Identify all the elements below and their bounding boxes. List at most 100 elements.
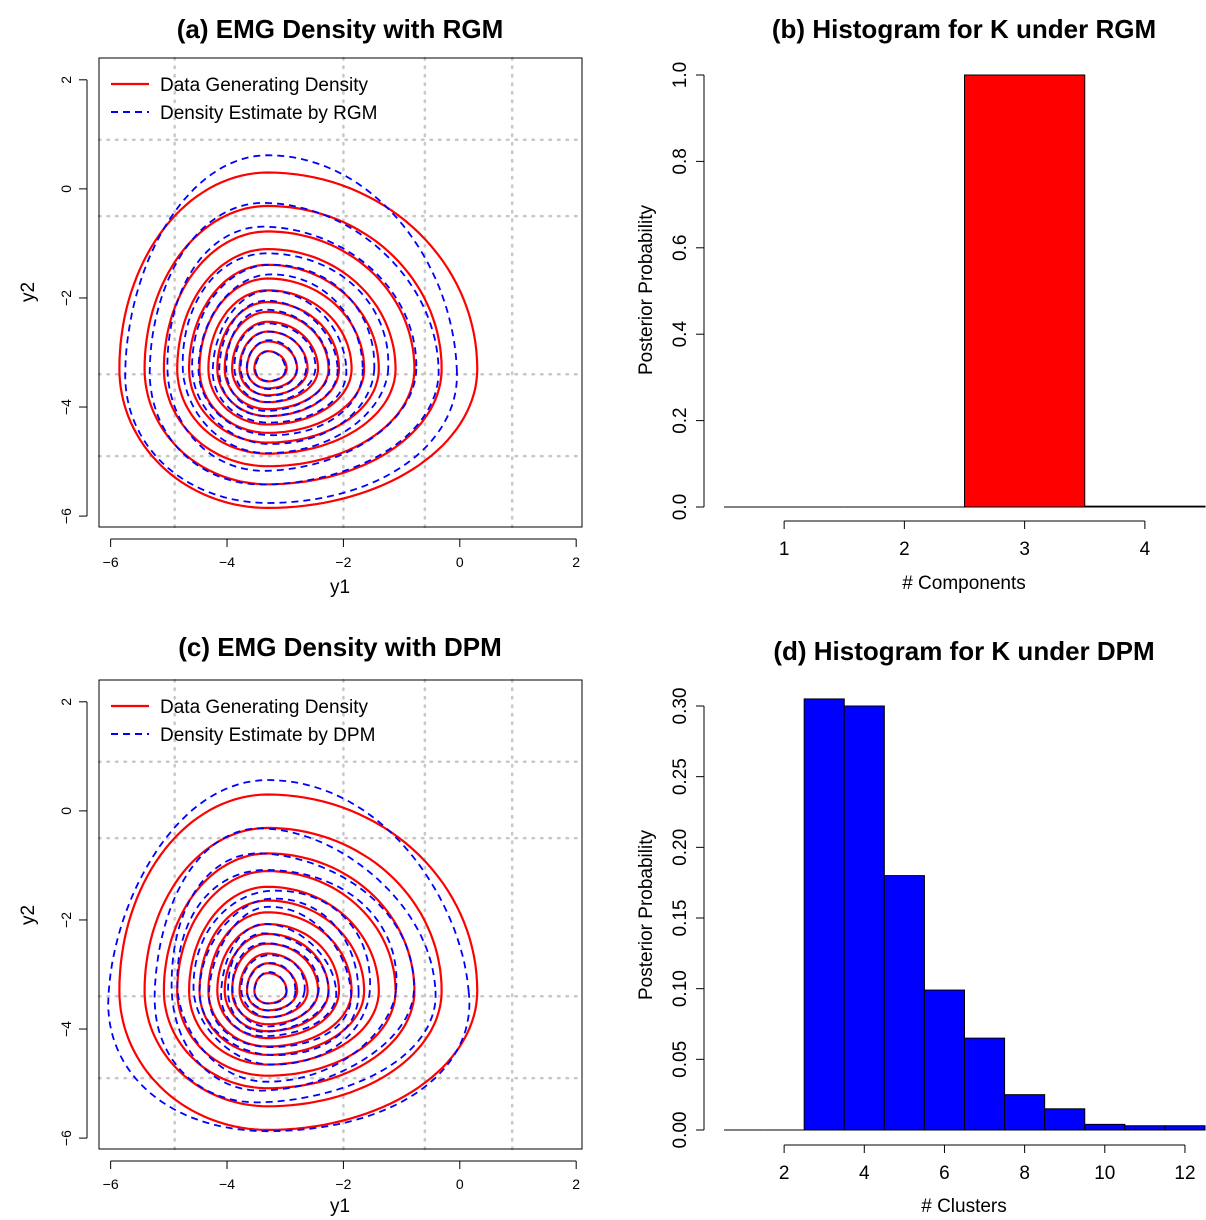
x-tick-label: 2: [572, 554, 580, 570]
panel-b-title: (b) Histogram for K under RGM: [772, 14, 1156, 44]
y-tick-label: −4: [58, 399, 74, 415]
y-tick-label: 0.2: [670, 407, 691, 433]
x-tick-label: −2: [335, 1176, 351, 1192]
histogram-bar: [1004, 1094, 1046, 1131]
x-tick-label: 8: [1019, 1163, 1030, 1184]
x-tick-label: 0: [456, 554, 464, 570]
estimate-density-contour: [231, 942, 320, 1028]
y-tick-label: 0.0: [670, 494, 691, 520]
estimate-density-contour: [197, 273, 364, 437]
legend-label-true-density: Data Generating Density: [160, 697, 369, 718]
true-density-contour: [230, 320, 320, 404]
y-tick-label: 0: [58, 807, 74, 815]
estimate-density-contour: [240, 954, 306, 1019]
histogram-bar: [1124, 1125, 1166, 1131]
y-tick-label: 0.6: [670, 235, 691, 261]
panel-d-title: (d) Histogram for K under DPM: [773, 636, 1154, 666]
histogram-bar: [964, 1037, 1006, 1131]
y-tick-label: 0.05: [670, 1041, 691, 1078]
y-tick-label: 0.8: [670, 148, 691, 174]
y-tick-label: −6: [58, 508, 74, 524]
y-tick-label: 2: [58, 698, 74, 706]
legend-label-true-density: Data Generating Density: [160, 75, 369, 96]
panel-c-title: (c) EMG Density with DPM: [178, 632, 502, 662]
y-tick-label: 0.15: [670, 900, 691, 937]
histogram-bar: [964, 74, 1086, 508]
panel-b-histogram: (b) Histogram for K under RGM # Componen…: [636, 14, 1206, 594]
true-density-contour: [143, 204, 443, 486]
panel-a-x-axis-label: y1: [330, 577, 350, 598]
panel-c-x-axis-label: y1: [330, 1196, 350, 1217]
true-density-contour: [216, 922, 341, 1040]
true-density-contour: [176, 247, 397, 455]
panel-d-x-axis-label: # Clusters: [921, 1196, 1007, 1217]
x-tick-label: 3: [1019, 539, 1030, 560]
y-tick-label: −2: [58, 290, 74, 306]
estimate-density-contour: [153, 827, 437, 1104]
estimate-density-contour: [176, 869, 398, 1083]
x-tick-label: 0: [456, 1176, 464, 1192]
panel-c-y-axis-label: y2: [18, 905, 39, 925]
estimate-density-contour: [191, 263, 376, 445]
histogram-bar: [843, 705, 885, 1131]
estimate-density-contour: [246, 962, 297, 1012]
x-tick-label: 2: [572, 1176, 580, 1192]
true-density-contour: [223, 932, 330, 1033]
x-tick-label: 4: [859, 1163, 870, 1184]
panel-b-y-axis-label: Posterior Probability: [636, 204, 657, 375]
true-density-contour: [253, 350, 288, 383]
panel-c-contour-plot: (c) EMG Density with DPM y1 y2 −6 −4 −2 0 2 −…: [18, 632, 584, 1217]
y-tick-label: −4: [58, 1021, 74, 1037]
estimate-density-contour: [198, 897, 360, 1056]
estimate-density-contour: [225, 308, 331, 412]
true-density-contour: [216, 300, 341, 418]
panel-a-title: (a) EMG Density with RGM: [177, 14, 503, 44]
x-tick-label: 2: [899, 539, 910, 560]
estimate-density-contour: [181, 252, 390, 454]
panel-b-x-axis-label: # Components: [902, 573, 1026, 594]
panel-a-contour-plot: (a) EMG Density with RGM y1 y2 −6 −4 −2 0 2 −…: [18, 14, 584, 598]
estimate-density-contour: [107, 779, 471, 1133]
estimate-density-contour: [124, 154, 458, 504]
estimate-density-contour: [218, 299, 339, 417]
plot-frame: [98, 679, 583, 1150]
true-density-contour: [176, 869, 397, 1077]
estimate-density-contour: [253, 971, 288, 1005]
true-density-contour: [162, 852, 416, 1090]
estimate-density-contour: [192, 889, 372, 1066]
histogram-bar: [923, 989, 966, 1131]
histogram-bar: [1164, 1125, 1206, 1131]
histogram-bar: [1084, 1123, 1126, 1131]
legend-label-estimate: Density Estimate by DPM: [160, 725, 375, 746]
estimate-density-contour: [220, 922, 338, 1038]
x-tick-label: −4: [219, 554, 235, 570]
panel-a-y-axis-label: y2: [18, 282, 39, 302]
panel-d-histogram: (d) Histogram for K under DPM # Clusters…: [636, 636, 1206, 1217]
estimate-density-contour: [254, 350, 287, 382]
x-tick-label: 1: [779, 539, 790, 560]
estimate-density-contour: [227, 932, 330, 1033]
estimate-density-contour: [245, 339, 298, 390]
x-tick-label: 6: [939, 1163, 950, 1184]
estimate-density-contour: [208, 905, 353, 1048]
y-tick-label: −6: [58, 1130, 74, 1146]
x-tick-label: −2: [335, 554, 351, 570]
x-tick-label: 2: [779, 1163, 790, 1184]
y-tick-label: −2: [58, 912, 74, 928]
true-density-contour: [207, 289, 353, 426]
y-tick-label: 0.4: [670, 321, 691, 348]
legend-label-estimate: Density Estimate by RGM: [160, 103, 378, 124]
panel-d-y-axis-label: Posterior Probability: [636, 829, 657, 1000]
estimate-density-contour: [211, 289, 348, 424]
histogram-bar: [803, 698, 845, 1131]
true-density-contour: [198, 277, 366, 434]
true-density-contour: [118, 171, 479, 510]
x-tick-label: −6: [103, 1176, 119, 1192]
y-tick-label: 0.25: [670, 758, 691, 795]
y-tick-label: 0: [58, 185, 74, 193]
estimate-density-contour: [148, 201, 440, 486]
x-tick-label: −6: [103, 554, 119, 570]
x-tick-label: −4: [219, 1176, 235, 1192]
y-tick-label: 0.00: [670, 1112, 691, 1149]
